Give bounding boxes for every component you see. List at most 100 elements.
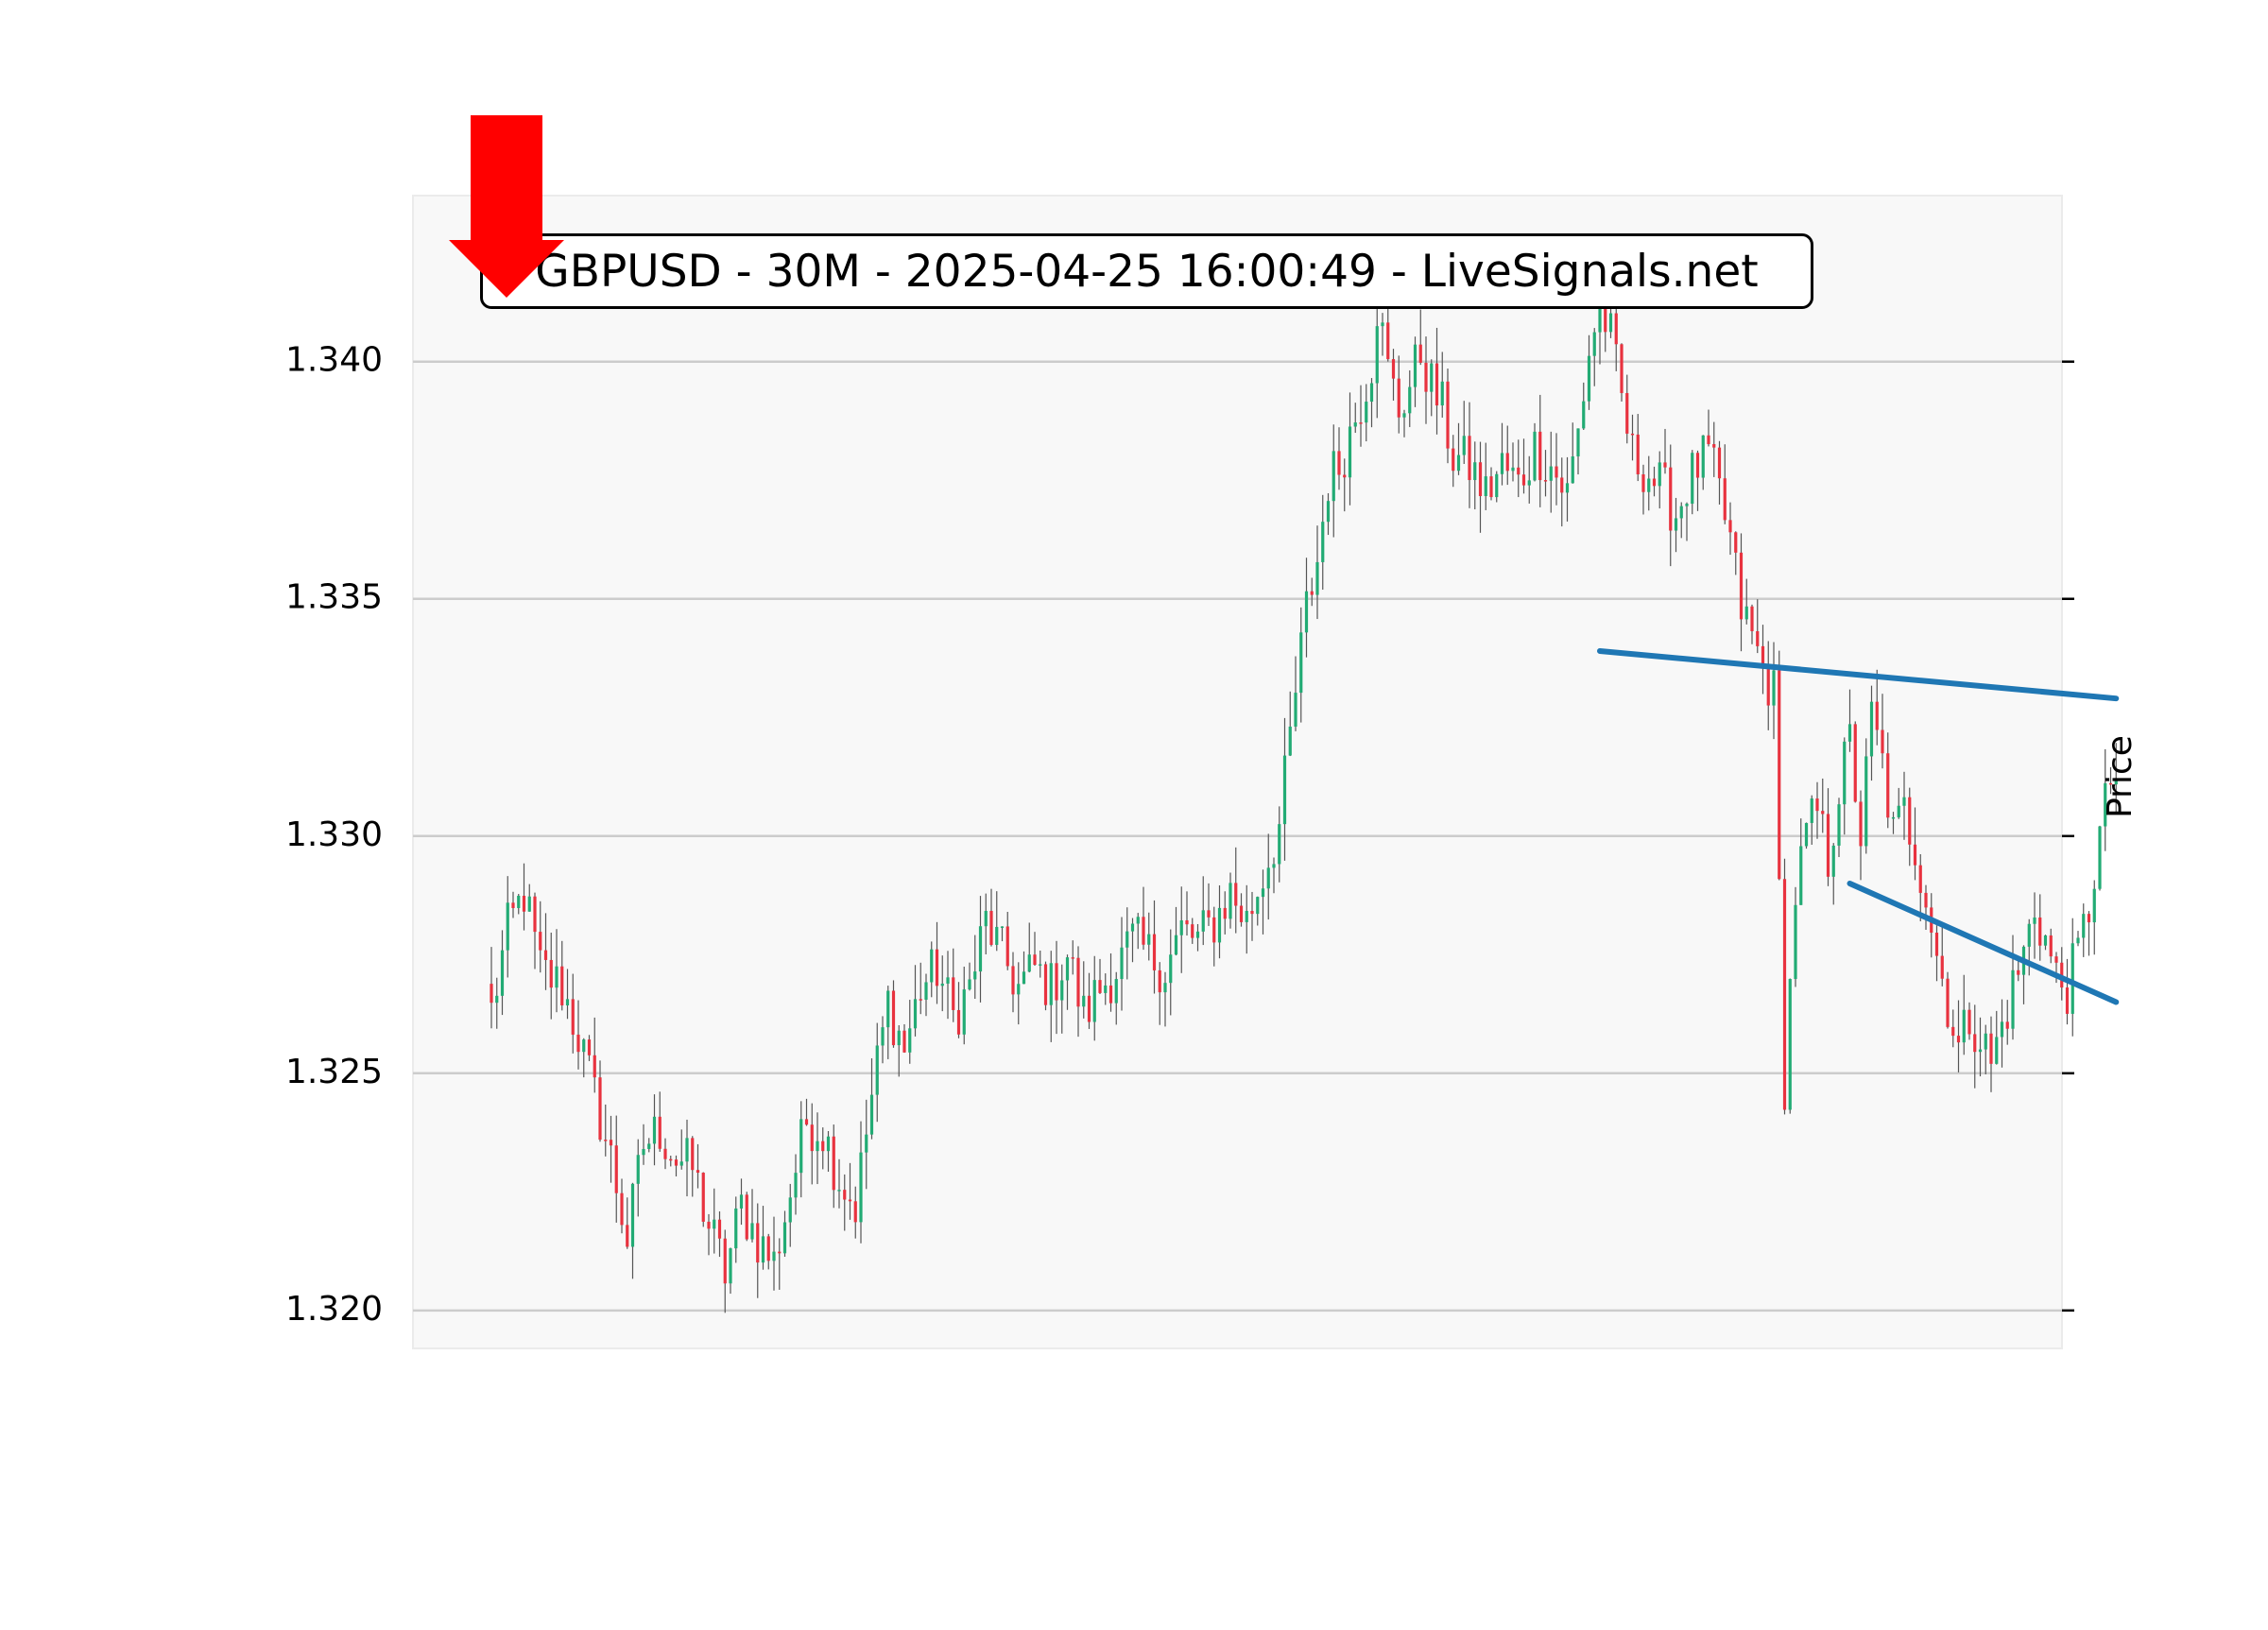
candle-body [1794,904,1797,980]
candle-body [1788,979,1792,1110]
candle-body [1060,980,1064,1001]
candle-body [685,1138,689,1162]
candle-body [1636,434,1640,475]
candle-body [1321,522,1325,562]
candle-body [886,990,890,1028]
candle-body [630,1183,635,1247]
candle-body [598,1077,602,1141]
candle-body [1043,964,1048,1005]
candle-body [647,1143,651,1149]
candle-body [1185,920,1189,925]
candle-body [869,1094,874,1135]
candle-body [1108,985,1113,1004]
candle-body [1614,313,1618,345]
candle-body [1000,926,1005,928]
candle-body [1272,864,1276,868]
candle-body [1381,322,1384,327]
candle-body [1723,478,1727,521]
candle-body [778,1251,782,1254]
candle-body [1843,741,1847,805]
candle-body [1353,422,1357,427]
candle-body [604,1140,608,1141]
grid-lines [413,360,2062,1313]
candle-body [1766,666,1770,706]
candle-body [1902,797,1906,806]
candle-body [989,910,993,945]
candle-body [1217,907,1222,943]
candle-body [859,1152,863,1223]
candle-body [1598,300,1602,333]
candle-body [946,977,950,984]
candle-body [1055,963,1058,1001]
plot-area [412,195,2063,1349]
candle-body [533,896,537,933]
candle-body [995,926,999,945]
candle-body [804,1119,809,1125]
candle-body [1712,444,1716,448]
candle-body [1147,934,1151,945]
candle-body [1266,867,1270,889]
candle-body [1821,811,1825,815]
candle-body [1505,453,1509,472]
candle-body [1951,1026,1955,1037]
candle-body [794,1173,798,1198]
candle-body [506,902,509,951]
candle-body [587,1039,592,1055]
candle-body [984,910,988,927]
candle-body [1245,910,1248,922]
candle-body [696,1170,700,1174]
candle-body [679,1161,683,1166]
resistance-trend-line [1597,647,2120,702]
candle-body [1500,453,1504,474]
support-trend-line [1847,880,2120,1005]
candle-body [713,1219,716,1229]
candle-body [745,1194,748,1240]
candle-body [1332,451,1335,502]
candle-body [1728,520,1732,533]
candle-body [1837,804,1841,846]
candle-body [1831,845,1835,877]
candle-body [500,950,505,996]
candle-body [2076,937,2080,944]
candle-body [865,1134,868,1153]
candle-body [1973,1034,1977,1053]
candle-body [2070,943,2074,1014]
candle-body [1946,978,1950,1027]
candle-body [1527,480,1531,486]
candle-body [1521,474,1526,486]
candle-body [658,1116,662,1149]
candle-body [1918,865,1922,893]
candle-body [1859,801,1863,847]
candle-body [1484,476,1487,497]
candle-body [517,895,521,908]
candle-body [1299,632,1303,694]
candle-body [1707,435,1710,445]
candle-body [1962,1009,1966,1043]
candle-body [1604,300,1607,333]
candle-body [875,1045,879,1095]
candle-body [539,932,542,951]
candle-body [1989,1033,1993,1064]
candle-body [1163,983,1167,993]
candle-body [571,999,575,1035]
candle-body [1391,359,1396,379]
candle-body [2087,914,2091,923]
candle-body [1201,910,1205,932]
candle-body [1978,1049,1983,1053]
candle-body [1908,797,1912,845]
candle-body [1658,462,1661,487]
y-tick-label: 1.330 [285,815,383,854]
candle-body [2082,914,2086,938]
candle-body [902,1030,906,1053]
candle-body [2005,1021,2009,1029]
candle-body [1435,363,1439,406]
candle-body [2114,781,2118,785]
candle-body [2092,888,2096,923]
candle-body [1489,476,1493,498]
candle-body [1864,756,1868,847]
candle-body [832,1136,835,1191]
candle-body [1169,954,1173,984]
candle-body [1130,923,1135,932]
y-tick-label: 1.335 [285,578,383,617]
